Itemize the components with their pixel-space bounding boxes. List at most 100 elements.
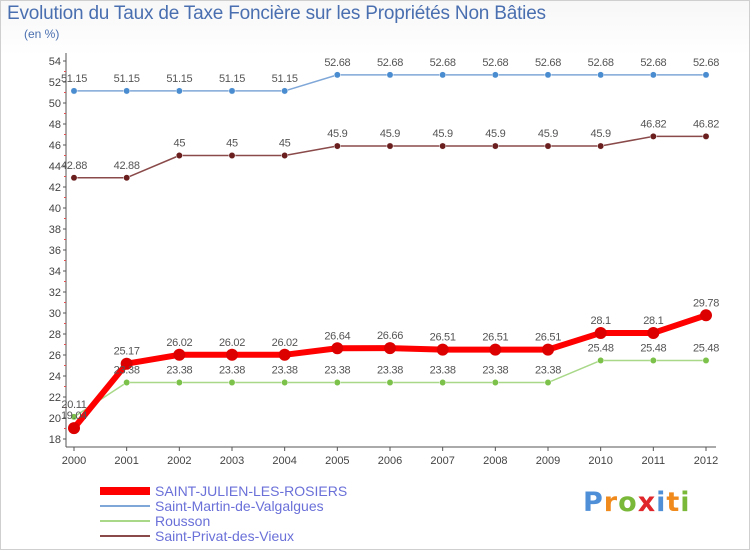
data-point [175, 87, 183, 95]
data-point [331, 342, 344, 355]
logo-letter: o [618, 487, 638, 518]
data-label: 46.82 [693, 118, 719, 130]
data-label: 23.38 [166, 365, 192, 377]
data-point [700, 309, 712, 322]
y-tick-label: 22 [49, 392, 61, 404]
legend-label: SAINT-JULIEN-LES-ROSIERS [155, 483, 348, 499]
data-label: 42.88 [61, 160, 87, 172]
y-tick-label: 20 [49, 413, 61, 425]
logo-letter: t [666, 487, 681, 518]
x-tick-label: 2008 [483, 455, 507, 467]
data-label: 52.68 [482, 57, 508, 69]
data-point [333, 71, 341, 79]
data-label: 26.51 [430, 332, 456, 344]
y-tick-label: 48 [49, 119, 61, 131]
legend-label: Saint-Privat-des-Vieux [155, 528, 295, 544]
y-tick-label: 42 [49, 182, 61, 194]
data-label: 52.68 [324, 57, 350, 69]
data-point [278, 348, 291, 361]
data-point [175, 379, 183, 386]
data-point [281, 379, 289, 386]
data-point [70, 87, 78, 95]
data-point [386, 142, 394, 150]
data-label: 23.38 [114, 365, 140, 377]
data-label: 25.17 [114, 346, 140, 358]
logo-letter: P [583, 487, 604, 518]
data-point [597, 142, 605, 150]
data-label: 45 [174, 138, 186, 150]
data-label: 23.38 [482, 365, 508, 377]
x-tick-label: 2009 [536, 455, 560, 467]
y-tick-label: 32 [49, 287, 61, 299]
y-tick-label: 28 [49, 329, 61, 341]
legend-swatch [100, 487, 150, 495]
data-label: 26.02 [272, 337, 298, 349]
data-label: 51.15 [166, 73, 192, 85]
logo-letter: i [680, 487, 691, 518]
data-point [175, 152, 183, 159]
data-label: 45 [226, 138, 238, 150]
data-label: 52.68 [430, 57, 456, 69]
data-point [384, 342, 396, 355]
data-point [333, 142, 341, 150]
x-tick-label: 2010 [588, 455, 612, 467]
x-tick-label: 2012 [694, 455, 718, 467]
data-label: 52.68 [535, 57, 561, 69]
y-tick-label: 40 [49, 203, 61, 215]
data-label: 46.82 [640, 118, 666, 130]
data-label: 51.15 [219, 73, 245, 85]
data-label: 45.9 [433, 128, 453, 140]
data-point [542, 343, 554, 356]
data-point [489, 343, 502, 356]
series-line [73, 135, 707, 179]
data-label: 51.15 [61, 73, 87, 85]
data-point [647, 326, 660, 339]
legend-swatch [100, 535, 150, 537]
data-point [649, 357, 657, 364]
x-tick-label: 2004 [272, 455, 296, 467]
data-label: 45.9 [591, 128, 611, 140]
data-label: 42.88 [114, 160, 140, 172]
y-tick-label: 24 [49, 371, 61, 383]
data-label: 19.04 [61, 410, 87, 422]
data-point [333, 379, 341, 386]
data-label: 23.38 [219, 365, 245, 377]
y-tick-label: 54 [49, 56, 61, 68]
data-label: 45.9 [538, 128, 558, 140]
legend-swatch [100, 520, 150, 522]
data-point [702, 357, 710, 364]
data-label: 23.38 [324, 365, 350, 377]
logo-letter: i [656, 487, 667, 518]
data-point [544, 142, 552, 150]
data-point [123, 87, 131, 95]
data-label: 25.48 [693, 342, 719, 354]
data-label: 45.9 [380, 128, 400, 140]
data-point [491, 379, 499, 386]
data-point [436, 343, 449, 356]
data-point [702, 71, 710, 79]
data-label: 29.78 [693, 297, 719, 309]
data-label: 28.1 [643, 315, 663, 327]
x-tick-label: 2001 [114, 455, 138, 467]
data-label: 26.51 [482, 332, 508, 344]
data-point [386, 71, 394, 79]
data-point [281, 152, 289, 159]
data-label: 51.15 [272, 73, 298, 85]
legend-label: Rousson [155, 513, 211, 529]
chart-title: Evolution du Taux de Taxe Foncière sur l… [7, 3, 546, 24]
data-point [70, 174, 78, 182]
data-label: 45.9 [327, 128, 347, 140]
x-tick-label: 2007 [430, 455, 454, 467]
data-label: 26.66 [377, 330, 403, 342]
data-point [386, 379, 394, 386]
data-point [544, 379, 552, 386]
data-point [649, 71, 657, 79]
data-point [544, 71, 552, 79]
data-label: 23.38 [272, 365, 298, 377]
y-tick-label: 52 [49, 77, 61, 89]
x-tick-label: 2000 [62, 455, 86, 467]
data-point [597, 357, 605, 364]
data-point [123, 379, 131, 386]
legend-swatch [100, 505, 150, 507]
